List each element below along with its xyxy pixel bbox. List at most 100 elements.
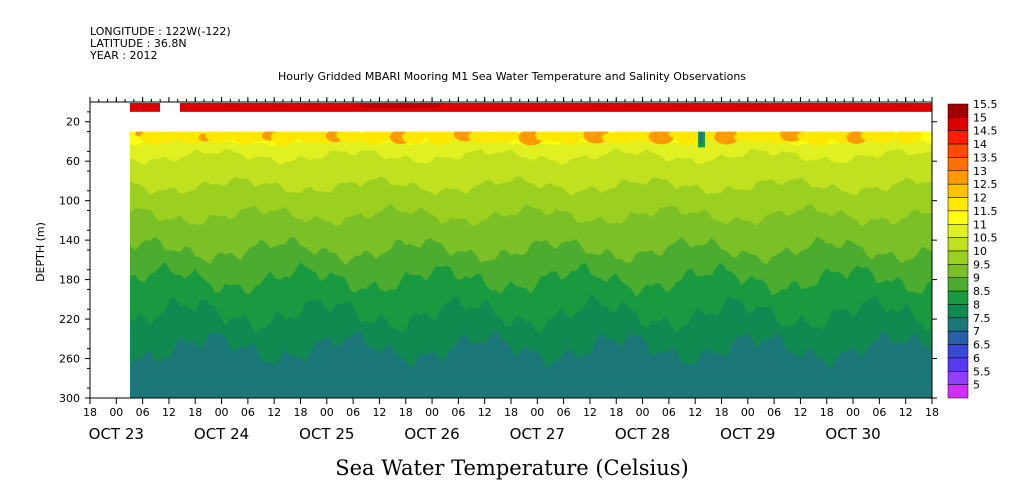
colorbar-label: 11: [973, 218, 987, 231]
colorbar-label: 6.5: [973, 339, 991, 352]
colorbar-label: 11.5: [973, 205, 998, 218]
colorbar-label: 9: [973, 272, 980, 285]
x-tick-label: 00: [741, 406, 755, 419]
y-tick-label: 60: [66, 155, 80, 168]
colorbar-label: 13.5: [973, 151, 998, 164]
colorbar-swatch: [947, 290, 969, 305]
colorbar-swatch: [947, 277, 969, 292]
chart-title: Hourly Gridded MBARI Mooring M1 Sea Wate…: [278, 70, 746, 83]
warm-anomaly: [246, 128, 269, 142]
x-tick-label: 18: [188, 406, 202, 419]
colorbar-label: 8.5: [973, 285, 991, 298]
warm-anomaly: [180, 129, 205, 145]
colorbar-label: 12.5: [973, 178, 998, 191]
colorbar-label: 7: [973, 325, 980, 338]
longitude-label: LONGITUDE : 122W(-122): [90, 25, 231, 38]
colorbar-label: 15: [973, 111, 987, 124]
x-axis-title: Sea Water Temperature (Celsius): [335, 456, 689, 480]
no-data-region: [90, 102, 130, 398]
latitude-label: LATITUDE : 36.8N: [90, 37, 187, 50]
year-label: YEAR : 2012: [89, 49, 158, 62]
x-tick-label: 12: [899, 406, 913, 419]
x-day-label: OCT 29: [720, 425, 775, 443]
colorbar-label: 10.5: [973, 232, 998, 245]
x-tick-label: 18: [715, 406, 729, 419]
colorbar-swatch: [947, 183, 969, 198]
colorbar-swatch: [947, 264, 969, 278]
x-tick-label: 18: [399, 406, 413, 419]
x-tick-label: 18: [925, 406, 939, 419]
x-tick-label: 12: [688, 406, 702, 419]
colorbar-swatch: [947, 357, 969, 372]
x-tick-label: 18: [504, 406, 518, 419]
x-day-label: OCT 23: [89, 425, 144, 443]
plot-area: [90, 102, 932, 399]
colorbar-swatch: [947, 117, 969, 131]
x-tick-label: 18: [83, 406, 97, 419]
y-tick-label: 260: [59, 353, 80, 366]
x-day-label: OCT 26: [404, 425, 459, 443]
colorbar-swatch: [947, 143, 969, 158]
colorbar-label: 8: [973, 298, 980, 311]
x-tick-label: 12: [162, 406, 176, 419]
colorbar-swatch: [947, 103, 969, 118]
colorbar-swatch: [947, 210, 969, 225]
colorbar-swatch: [947, 344, 969, 359]
colorbar-label: 12: [973, 192, 987, 205]
colorbar-swatch: [947, 384, 969, 399]
x-tick-label: 06: [241, 406, 255, 419]
y-tick-label: 180: [59, 274, 80, 287]
x-tick-label: 18: [609, 406, 623, 419]
y-tick-label: 100: [59, 195, 80, 208]
x-tick-label: 06: [451, 406, 465, 419]
x-tick-label: 00: [320, 406, 334, 419]
y-tick-label: 220: [59, 313, 80, 326]
colorbar-swatch: [947, 157, 969, 172]
x-tick-label: 12: [478, 406, 492, 419]
y-tick-label: 300: [59, 392, 80, 405]
colorbar-label: 5: [973, 379, 980, 392]
colorbar-label: 5.5: [973, 365, 991, 378]
colorbar-label: 9.5: [973, 258, 991, 271]
x-tick-label: 06: [662, 406, 676, 419]
warm-anomaly: [270, 129, 297, 146]
x-tick-label: 06: [557, 406, 571, 419]
colorbar-label: 15.5: [973, 98, 998, 111]
x-tick-label: 00: [846, 406, 860, 419]
colorbar-swatch: [947, 304, 969, 319]
colorbar-label: 14: [973, 138, 987, 151]
surface-band-segment: [130, 102, 160, 112]
x-tick-label: 12: [267, 406, 281, 419]
x-tick-label: 00: [109, 406, 123, 419]
x-day-label: OCT 28: [615, 425, 670, 443]
colorbar-swatch: [947, 197, 969, 212]
colorbar-label: 6: [973, 352, 980, 365]
x-tick-label: 00: [425, 406, 439, 419]
x-tick-label: 00: [530, 406, 544, 419]
colorbar-label: 14.5: [973, 125, 998, 138]
x-day-label: OCT 30: [825, 425, 880, 443]
x-tick-label: 18: [294, 406, 308, 419]
x-tick-label: 12: [793, 406, 807, 419]
x-day-label: OCT 24: [194, 425, 249, 443]
warm-anomaly: [558, 130, 582, 145]
x-tick-label: 06: [767, 406, 781, 419]
y-tick-label: 20: [66, 116, 80, 129]
colorbar-swatch: [947, 371, 969, 385]
colorbar-swatch: [947, 237, 969, 252]
x-day-label: OCT 25: [299, 425, 354, 443]
y-tick-label: 140: [59, 234, 80, 247]
x-tick-label: 06: [136, 406, 150, 419]
x-tick-label: 12: [583, 406, 597, 419]
x-tick-label: 00: [215, 406, 229, 419]
colorbar-label: 7.5: [973, 312, 991, 325]
colorbar: 15.51514.51413.51312.51211.51110.5109.59…: [947, 98, 998, 399]
x-day-label: OCT 27: [510, 425, 565, 443]
colorbar-label: 13: [973, 165, 987, 178]
warm-anomaly: [427, 128, 453, 145]
colorbar-label: 10: [973, 245, 987, 258]
colorbar-swatch: [947, 250, 969, 265]
warm-anomaly: [896, 128, 922, 144]
colorbar-swatch: [947, 224, 969, 238]
